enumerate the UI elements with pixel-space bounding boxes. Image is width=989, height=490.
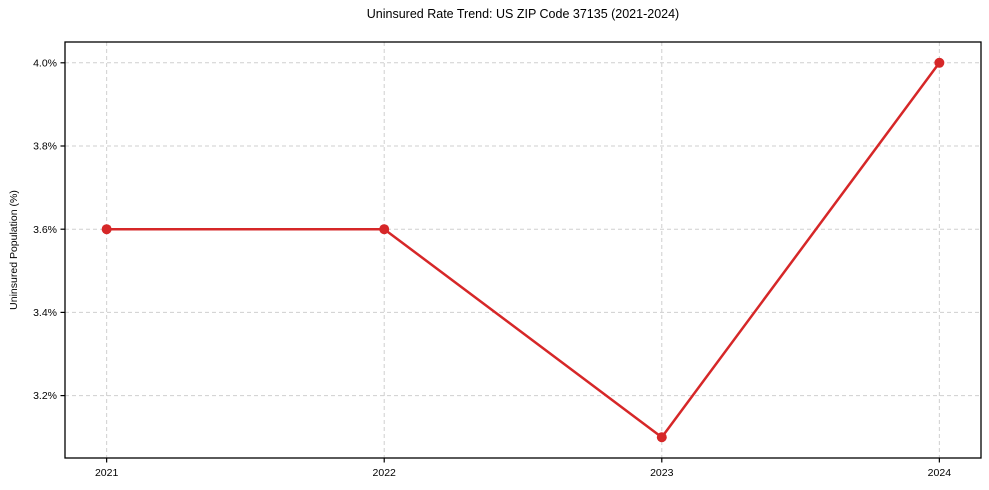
y-tick-label: 3.8% <box>33 141 57 153</box>
x-tick-label: 2022 <box>373 467 397 479</box>
data-point <box>379 224 390 235</box>
chart-title: Uninsured Rate Trend: US ZIP Code 37135 … <box>366 7 680 21</box>
y-tick-label: 3.6% <box>33 224 57 236</box>
y-tick-label: 3.2% <box>33 390 57 402</box>
trend-line <box>105 61 941 439</box>
x-tick-label: 2024 <box>928 467 952 479</box>
data-point <box>934 57 945 68</box>
y-tick-label: 3.4% <box>33 307 57 319</box>
data-point <box>656 432 667 443</box>
x-tick-label: 2023 <box>650 467 674 479</box>
y-tick-label: 4.0% <box>33 57 57 69</box>
x-tick-label: 2021 <box>95 467 119 479</box>
plot-border <box>64 41 982 459</box>
data-point <box>101 224 112 235</box>
